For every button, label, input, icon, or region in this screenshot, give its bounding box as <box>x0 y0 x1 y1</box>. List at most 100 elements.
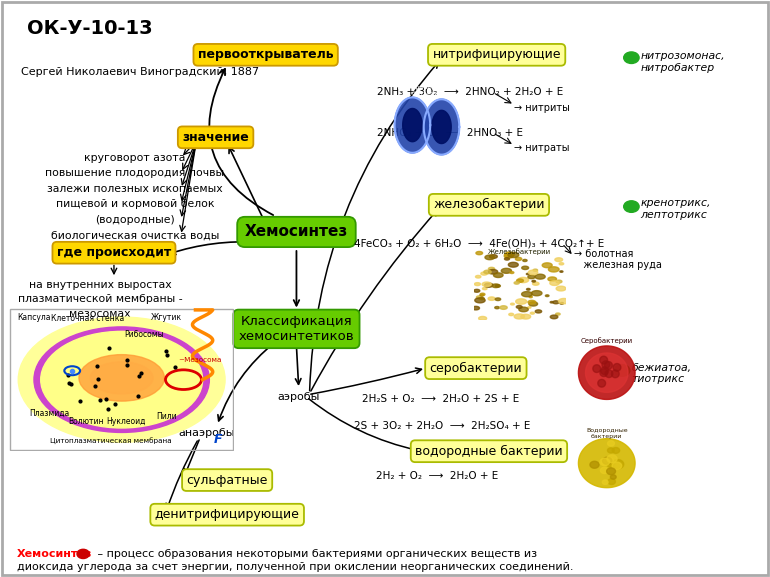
Text: бежиатоа,
тиотрикс: бежиатоа, тиотрикс <box>631 362 691 384</box>
Text: Цитоплазматическая мембрана: Цитоплазматическая мембрана <box>49 437 171 444</box>
Polygon shape <box>490 254 497 258</box>
Polygon shape <box>613 364 621 371</box>
Text: Жгутик: Жгутик <box>151 313 182 322</box>
Polygon shape <box>495 306 500 309</box>
Polygon shape <box>494 273 503 278</box>
Text: серобактерии: серобактерии <box>430 362 522 374</box>
Polygon shape <box>395 98 430 153</box>
Text: водородные бактерии: водородные бактерии <box>415 445 563 458</box>
Polygon shape <box>553 301 559 304</box>
Text: железобактерии: железобактерии <box>434 198 544 211</box>
Polygon shape <box>601 367 608 374</box>
Text: повышение плодородия почвы: повышение плодородия почвы <box>45 168 224 178</box>
Text: круговорот азота: круговорот азота <box>84 152 186 163</box>
Text: Классификация
хемосинтетиков: Классификация хемосинтетиков <box>239 315 354 343</box>
Circle shape <box>77 549 89 559</box>
Polygon shape <box>585 353 628 392</box>
Text: → нитриты: → нитриты <box>514 103 571 113</box>
Polygon shape <box>510 272 514 273</box>
Ellipse shape <box>34 327 209 432</box>
Text: (водородные): (водородные) <box>95 215 175 225</box>
Polygon shape <box>521 314 531 319</box>
Polygon shape <box>495 284 500 287</box>
Text: F: F <box>214 433 223 446</box>
Text: Сергей Николаевич Виноградский, 1887: Сергей Николаевич Виноградский, 1887 <box>21 66 259 77</box>
Polygon shape <box>600 458 610 466</box>
Polygon shape <box>483 287 487 290</box>
Polygon shape <box>612 462 621 470</box>
Polygon shape <box>424 99 459 155</box>
Text: аэробы: аэробы <box>277 392 320 402</box>
Text: 2H₂S + O₂  ⟶  2H₂O + 2S + E: 2H₂S + O₂ ⟶ 2H₂O + 2S + E <box>362 394 519 404</box>
Polygon shape <box>492 284 500 287</box>
Text: Плазмида: Плазмида <box>29 409 70 417</box>
Polygon shape <box>517 305 522 308</box>
Polygon shape <box>484 270 491 273</box>
Polygon shape <box>517 279 524 282</box>
Text: 2NH₃ + 3O₂  ⟶  2HNO₂ + 2H₂O + E: 2NH₃ + 3O₂ ⟶ 2HNO₂ + 2H₂O + E <box>377 87 564 98</box>
Polygon shape <box>480 293 485 295</box>
Polygon shape <box>514 282 519 284</box>
Polygon shape <box>550 281 559 286</box>
Text: ~Мезосома: ~Мезосома <box>179 357 222 363</box>
Polygon shape <box>482 282 491 287</box>
Polygon shape <box>477 296 483 299</box>
Polygon shape <box>504 254 513 258</box>
Text: Капсула: Капсула <box>17 313 51 322</box>
Polygon shape <box>603 457 612 464</box>
Polygon shape <box>548 277 557 281</box>
Polygon shape <box>488 269 497 274</box>
Polygon shape <box>556 280 562 283</box>
Text: плазматической мембраны -: плазматической мембраны - <box>18 294 182 305</box>
Polygon shape <box>527 306 531 308</box>
Text: анаэробы: анаэробы <box>178 428 235 438</box>
Polygon shape <box>518 278 529 283</box>
Polygon shape <box>480 294 484 296</box>
Polygon shape <box>598 380 605 387</box>
Polygon shape <box>472 306 480 310</box>
Polygon shape <box>611 475 616 479</box>
Circle shape <box>624 52 639 63</box>
Polygon shape <box>519 307 528 312</box>
Text: Волютин: Волютин <box>68 417 103 426</box>
Polygon shape <box>511 303 514 305</box>
Polygon shape <box>531 291 542 296</box>
Polygon shape <box>480 272 487 275</box>
Text: где происходит: где происходит <box>57 246 171 259</box>
Text: 2H₂ + O₂  ⟶  2H₂O + E: 2H₂ + O₂ ⟶ 2H₂O + E <box>376 471 498 481</box>
Text: диоксида углерода за счет энергии, полученной при окислении неорганических соеди: диоксида углерода за счет энергии, получ… <box>17 561 574 572</box>
Polygon shape <box>611 460 624 469</box>
Text: на внутренних выростах: на внутренних выростах <box>28 280 172 290</box>
Polygon shape <box>500 306 507 309</box>
Text: денитрифицирующие: денитрифицирующие <box>155 508 300 521</box>
Polygon shape <box>476 252 483 254</box>
Text: Клеточная стенка: Клеточная стенка <box>52 314 125 323</box>
Text: Железобактерии: Железобактерии <box>488 248 551 255</box>
Polygon shape <box>528 301 536 304</box>
Polygon shape <box>508 263 518 267</box>
Polygon shape <box>602 361 610 369</box>
Polygon shape <box>488 297 495 301</box>
Polygon shape <box>527 273 529 275</box>
Polygon shape <box>611 370 619 378</box>
Ellipse shape <box>18 317 225 442</box>
Polygon shape <box>605 370 613 377</box>
Polygon shape <box>476 275 481 278</box>
Polygon shape <box>508 252 519 257</box>
Polygon shape <box>529 302 537 306</box>
Polygon shape <box>559 263 564 265</box>
Polygon shape <box>515 257 522 260</box>
Ellipse shape <box>79 355 164 401</box>
Polygon shape <box>607 461 614 467</box>
Polygon shape <box>533 269 537 271</box>
Polygon shape <box>602 480 608 485</box>
Polygon shape <box>488 267 494 271</box>
Ellipse shape <box>90 362 153 394</box>
Polygon shape <box>555 258 563 261</box>
Polygon shape <box>608 448 614 453</box>
Polygon shape <box>509 313 514 316</box>
Polygon shape <box>548 267 559 272</box>
Text: нитрифицирующие
бактерии: нитрифицирующие бактерии <box>394 85 460 96</box>
Polygon shape <box>601 460 608 465</box>
Ellipse shape <box>41 331 203 428</box>
